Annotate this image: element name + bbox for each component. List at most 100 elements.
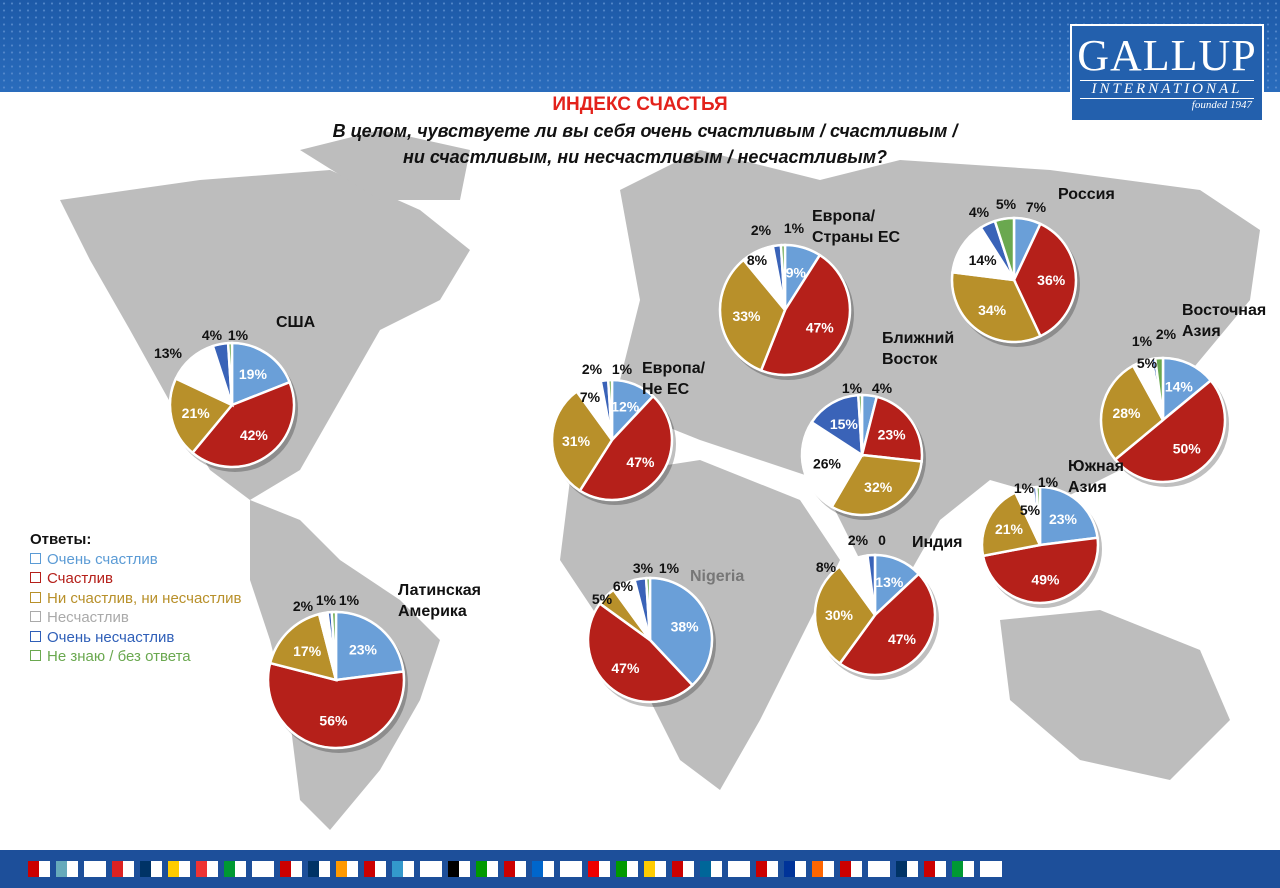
flag-icon (448, 861, 470, 877)
flags-strip (0, 850, 1280, 888)
data-label: 1% (1014, 480, 1035, 496)
data-label: 2% (1156, 326, 1177, 342)
logo-sub: INTERNATIONAL (1080, 80, 1254, 99)
data-label: 56% (319, 713, 348, 729)
legend-label: Несчастлив (47, 609, 129, 626)
pie-6: 13% 47% 30% 8% 2% 0 (813, 532, 939, 680)
pie-1: 23%56%17%2% 1% 1% (266, 592, 408, 753)
pie-5: 4% 23% 32% 26% 15% 1% (800, 380, 926, 520)
flag-icon (700, 861, 722, 877)
legend-swatch (30, 552, 41, 564)
data-label: 5% (1020, 502, 1041, 518)
region-label-india: Индия (912, 534, 963, 551)
data-label: 47% (611, 660, 640, 676)
legend-label: Очень несчастлив (47, 628, 175, 646)
flag-icon (840, 861, 862, 877)
pie-2: 12% 47% 31% 7% 2% 1% (550, 361, 676, 505)
data-label: 7% (580, 389, 601, 405)
data-label: 8% (816, 559, 837, 575)
legend-title: Ответы: (30, 531, 92, 548)
flag-icon (896, 861, 918, 877)
flag-icon (28, 861, 50, 877)
region-label-usa: США (276, 314, 316, 331)
data-label: 1% (784, 220, 805, 236)
pie-8: 14% 50% 28% 5% 1% 2% (1099, 326, 1229, 487)
flag-icon (504, 861, 526, 877)
pie-9: 23% 49% 21% 5% 1% 1% (980, 474, 1102, 608)
pie-7: 7% 36% 34% 14% 4% 5% (950, 196, 1080, 347)
legend-item: Очень счастлив (30, 550, 241, 570)
legend-label: Ни счастлив, ни несчастлив (47, 589, 242, 607)
data-label: 36% (1037, 272, 1066, 288)
flag-icon (392, 861, 414, 877)
data-label: 2% (293, 598, 314, 614)
data-label: 2% (582, 361, 603, 377)
flag-icon (924, 861, 946, 877)
flag-icon (672, 861, 694, 877)
data-label: 8% (747, 252, 768, 268)
pie-3: 9% 47% 33% 8% 2% 1% (718, 220, 854, 380)
region-label-middle-east: Ближний Восток (882, 330, 955, 368)
chart-subtitle-line2: ни счастливым, ни несчастливым / несчаст… (402, 147, 888, 167)
flag-icon (588, 861, 610, 877)
legend-item: Счастлив (30, 569, 241, 589)
data-label: 30% (825, 607, 854, 623)
data-label: 6% (613, 578, 634, 594)
data-label: 4% (202, 327, 223, 343)
data-label: 1% (659, 560, 680, 576)
flag-icon (476, 861, 498, 877)
flag-icon (868, 861, 890, 877)
legend-swatch (30, 572, 41, 583)
data-label: 47% (888, 631, 917, 647)
flag-icon (168, 861, 190, 877)
data-label: 50% (1173, 441, 1202, 457)
pie-0: 19% 42% 21% 13% 4% 1% (154, 327, 298, 472)
region-label-nigeria: Nigeria (690, 568, 745, 585)
region-label-russia: Россия (1058, 186, 1115, 203)
flag-icon (252, 861, 274, 877)
data-label: 21% (995, 521, 1024, 537)
legend-label: Счастлив (47, 570, 113, 587)
legend-item: Несчастлив (30, 608, 241, 628)
legend-item: Ни счастлив, ни несчастлив (30, 589, 241, 609)
legend-label: Не знаю / без ответа (47, 648, 191, 665)
data-label: 19% (239, 366, 268, 382)
flag-icon (980, 861, 1002, 877)
data-label: 9% (786, 265, 807, 281)
flag-icon (952, 861, 974, 877)
pie-4: 38% 47% 5%6% 3% 1% (586, 560, 716, 707)
data-label: 1% (339, 592, 360, 608)
data-label: 1% (842, 380, 863, 396)
flag-icon (644, 861, 666, 877)
legend-swatch (30, 591, 41, 603)
region-label-south-asia: Южная Азия (1068, 458, 1124, 496)
flag-icon (56, 861, 78, 877)
flag-icon (728, 861, 750, 877)
data-label: 5% (996, 196, 1017, 212)
data-label: 14% (969, 252, 998, 268)
data-label: 33% (732, 308, 761, 324)
flag-icon (756, 861, 778, 877)
legend-swatch (30, 650, 41, 661)
data-label: 26% (813, 455, 842, 471)
data-label: 3% (633, 560, 654, 576)
region-label-europe-non-eu: Европа/ Не ЕС (642, 360, 706, 398)
data-label: 49% (1031, 571, 1060, 587)
flag-icon (308, 861, 330, 877)
data-label: 21% (182, 405, 211, 421)
data-label: 1% (1038, 474, 1059, 490)
flag-icon (280, 861, 302, 877)
data-label: 13% (875, 574, 904, 590)
data-label: 14% (1165, 378, 1194, 394)
data-label: 32% (864, 479, 893, 495)
data-label: 28% (1112, 405, 1141, 421)
gallup-logo: GALLUP INTERNATIONAL founded 1947 (1070, 24, 1264, 122)
header-banner (0, 0, 1280, 92)
data-label: 1% (612, 361, 633, 377)
data-label: 47% (626, 454, 655, 470)
region-label-latam: Латинская Америка (398, 582, 481, 620)
flag-icon (364, 861, 386, 877)
data-label: 1% (316, 592, 337, 608)
flag-icon (84, 861, 106, 877)
data-label: 38% (671, 618, 700, 634)
